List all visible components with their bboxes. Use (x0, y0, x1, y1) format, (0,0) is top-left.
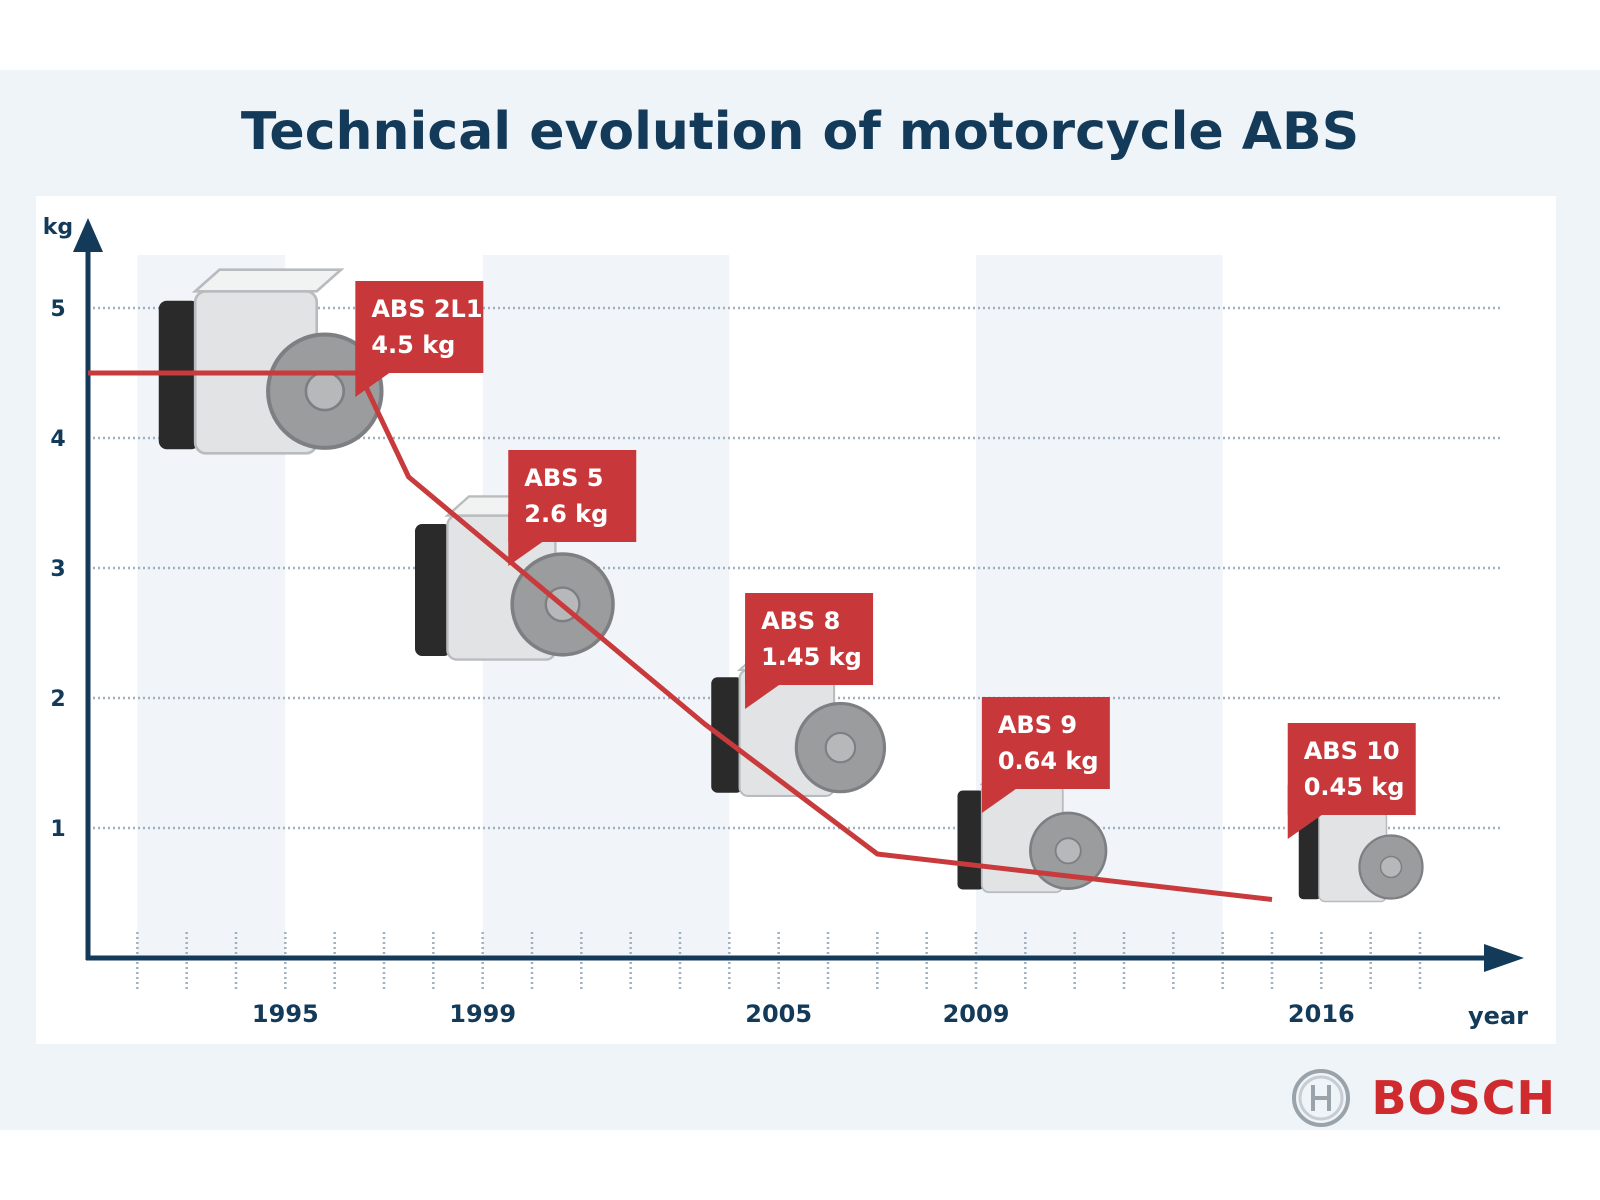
bosch-armature-logo-icon (1292, 1069, 1351, 1127)
callout-abs-10: ABS 10 0.45 kg (1287, 723, 1416, 839)
callout-pointer (355, 343, 390, 397)
y-axis-arrow (73, 218, 103, 252)
abs-10-module (1298, 798, 1424, 903)
module-motor-hub (304, 370, 346, 412)
module-motor-hub (1054, 837, 1082, 865)
module-connector (415, 524, 451, 656)
module-connector (957, 790, 985, 890)
callout-abs-8: ABS 8 1.45 kg (745, 593, 874, 709)
y-tick-label: 3 (50, 557, 65, 582)
x-tick-label: 1995 (252, 1000, 319, 1028)
callout-model: ABS 9 (998, 711, 1077, 739)
y-tick-label: 1 (50, 817, 65, 842)
callout-box (1287, 723, 1416, 815)
x-axis-arrow (1484, 944, 1524, 972)
x-tick-label: 2005 (745, 1000, 812, 1028)
callout-weight: 4.5 kg (371, 331, 455, 359)
callout-abs-5: ABS 5 2.6 kg (508, 450, 637, 566)
callout-weight: 0.64 kg (998, 747, 1099, 775)
brand-logo: BOSCH (1291, 1068, 1556, 1128)
callout-pointer (1287, 785, 1322, 839)
x-tick-label: 2016 (1288, 1000, 1355, 1028)
callout-box (981, 697, 1110, 789)
brand-name: BOSCH (1371, 1071, 1556, 1125)
y-tick-label: 2 (50, 687, 65, 712)
callout-weight: 1.45 kg (761, 643, 862, 671)
callout-model: ABS 2L1 (371, 295, 482, 323)
y-tick-label: 4 (50, 427, 65, 452)
module-motor-hub (1379, 855, 1403, 879)
y-tick-label: 5 (50, 297, 65, 322)
module-motor-hub (824, 731, 857, 764)
callout-box (745, 593, 874, 685)
page-title: Technical evolution of motorcycle ABS (240, 102, 1360, 162)
x-tick-label: 1999 (449, 1000, 516, 1028)
module-connector (711, 677, 743, 793)
callout-model: ABS 10 (1304, 737, 1400, 765)
callout-abs-2l1: ABS 2L1 4.5 kg (355, 281, 484, 397)
callout-box (508, 450, 637, 542)
module-top (191, 268, 345, 293)
x-tick-label: 2009 (943, 1000, 1010, 1028)
x-axis-label: year (1468, 1002, 1528, 1030)
callout-abs-9: ABS 9 0.64 kg (981, 697, 1110, 813)
callout-pointer (981, 759, 1016, 813)
callout-pointer (508, 512, 543, 566)
callout-model: ABS 5 (524, 464, 603, 492)
series-line (88, 370, 1273, 902)
callout-weight: 0.45 kg (1304, 773, 1405, 801)
callout-pointer (745, 655, 780, 709)
y-axis-label: kg (43, 215, 73, 240)
callout-weight: 2.6 kg (524, 500, 608, 528)
callout-box (355, 281, 484, 373)
module-connector (1298, 816, 1322, 900)
callout-model: ABS 8 (761, 607, 840, 635)
